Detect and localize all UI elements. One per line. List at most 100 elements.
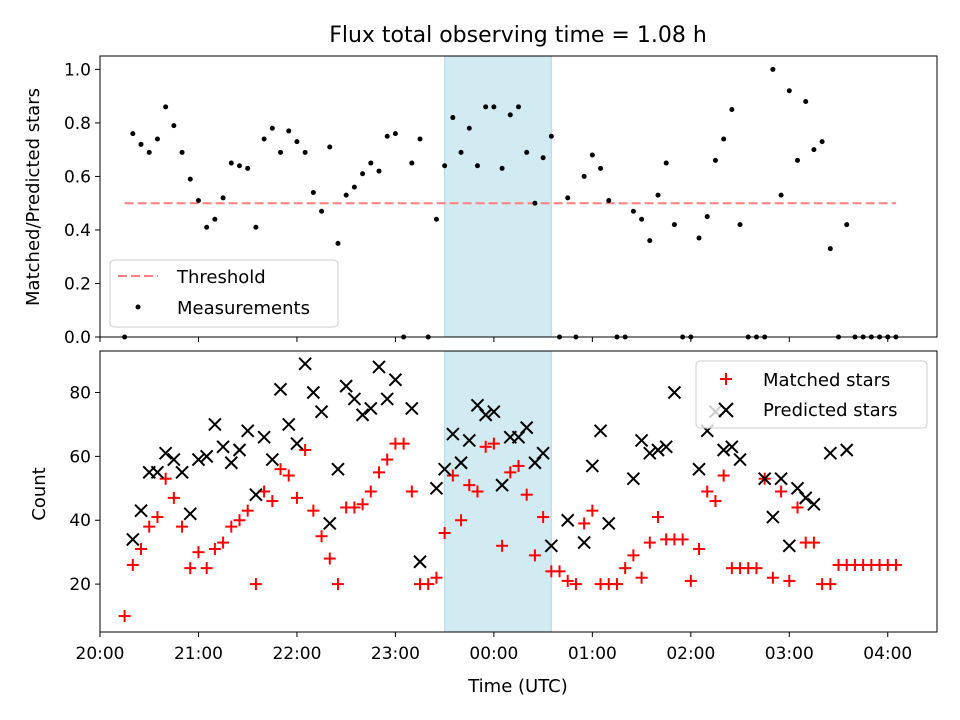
matched-star-point (496, 539, 509, 552)
legend: Matched stars Predicted stars (695, 360, 928, 429)
highlight-span (444, 350, 552, 633)
measurement-point (253, 224, 259, 230)
measurement-point (343, 192, 349, 198)
predicted-star-point (249, 487, 263, 502)
matched-star-point (619, 562, 632, 575)
matched-star-point (479, 440, 492, 453)
predicted-star-point (167, 452, 181, 467)
predicted-star-point (798, 491, 813, 505)
highlight-span (444, 55, 552, 338)
matched-star-point (471, 485, 484, 498)
predicted-star-point (495, 478, 509, 492)
measurement-point (671, 222, 677, 228)
measurement-point (827, 246, 833, 252)
measurement-point (450, 115, 456, 121)
measurement-point (154, 136, 160, 142)
measurement-point (335, 240, 341, 246)
predicted-star-point (667, 385, 682, 400)
matched-star-point (159, 472, 172, 485)
predicted-star-point (446, 427, 460, 441)
measurement-point (630, 208, 636, 214)
predicted-star-point (158, 446, 173, 460)
legend-box (695, 360, 928, 429)
matched-star-point (126, 558, 139, 571)
measurement-point (844, 222, 850, 228)
predicted-star-point (191, 452, 206, 467)
ratio-panel: 0.0 0.2 0.4 0.6 0.8 1.0 Matched/Predicted sta… (23, 55, 938, 348)
matched-star-point (807, 536, 820, 549)
matched-star-point (635, 571, 648, 584)
predicted-star-point (840, 443, 854, 457)
measurement-point (204, 224, 210, 230)
matched-star-point (766, 571, 779, 584)
y-tick-label: 60 (69, 447, 91, 467)
matched-star-point (775, 485, 788, 498)
matched-star-point (610, 578, 623, 591)
legend-predicted-label: Predicted stars (763, 400, 897, 421)
x-tick-label: 22:00 (272, 644, 321, 664)
y-tick-label: 0.2 (64, 274, 91, 294)
predicted-star-point (265, 452, 280, 467)
predicted-star-point (774, 472, 788, 486)
x-tick-label: 01:00 (568, 644, 617, 664)
measurement-point (811, 147, 817, 153)
matched-star-point (824, 578, 837, 591)
matched-star-point (364, 485, 377, 498)
measurement-point (581, 173, 587, 179)
matched-star-point (791, 501, 804, 514)
predicted-star-point (766, 510, 780, 524)
matched-star-point (397, 437, 410, 450)
predicted-star-point (372, 360, 386, 374)
x-tick-label: 04:00 (863, 644, 912, 664)
matched-star-point (750, 562, 763, 575)
matched-star-point (356, 498, 369, 511)
measurement-point (704, 214, 710, 220)
legend-measurement-label: Measurements (177, 298, 310, 319)
measurement-point (310, 189, 316, 195)
matched-star-point (504, 466, 517, 479)
matched-star-point (274, 463, 287, 476)
measurement-point (442, 163, 448, 169)
measurement-point (212, 216, 218, 222)
matched-star-point (709, 495, 722, 508)
measurement-point (146, 149, 152, 155)
matched-star-point (225, 520, 238, 533)
x-axis-ticks: 20:00 21:00 22:00 23:00 00:00 01:00 02:00 03:00… (76, 632, 912, 664)
predicted-star-point (339, 379, 353, 393)
predicted-star-point (757, 472, 772, 486)
matched-star-point (143, 520, 156, 533)
predicted-star-point (306, 385, 321, 400)
measurement-point (729, 107, 735, 113)
predicted-star-point (355, 408, 370, 422)
legend-measurement-swatch (135, 304, 141, 310)
predicted-star-point (126, 532, 140, 547)
predicted-star-point (175, 465, 189, 480)
measurement-point (598, 165, 604, 171)
measurement-point (130, 131, 136, 137)
predicted-star-point (536, 446, 550, 460)
measurement-point (302, 149, 308, 155)
predicted-star-point (437, 462, 452, 476)
x-tick-label: 21:00 (174, 644, 223, 664)
x-tick-label: 02:00 (666, 644, 715, 664)
measurement-point (269, 125, 275, 131)
measurement-point (278, 149, 284, 155)
matched-star-point (528, 549, 541, 562)
y-tick-label: 1.0 (64, 60, 91, 80)
matched-star-point (299, 443, 312, 456)
matched-star-point (266, 495, 279, 508)
y-tick-label: 0.8 (64, 114, 91, 134)
y-tick-label: 80 (69, 384, 91, 404)
measurement-point (261, 136, 267, 142)
measurement-point (491, 104, 497, 110)
y-tick-label: 0.4 (64, 221, 91, 241)
matched-star-point (249, 578, 262, 591)
matched-star-point (569, 578, 582, 591)
predicted-star-point (692, 462, 706, 476)
matched-star-point (701, 485, 714, 498)
predicted-star-point (807, 497, 821, 511)
matched-star-point (233, 514, 246, 527)
predicted-star-point (725, 440, 739, 454)
measurement-point (171, 123, 177, 129)
